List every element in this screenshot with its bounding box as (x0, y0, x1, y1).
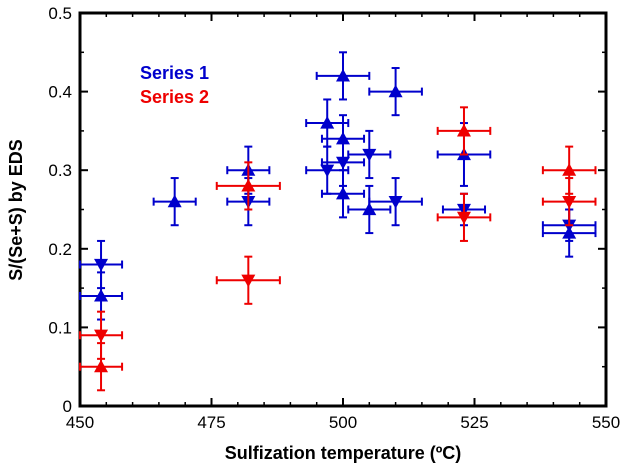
data-layer (79, 51, 597, 392)
legend-series-2: Series 2 (140, 87, 209, 107)
y-tick-label: 0.1 (48, 318, 72, 337)
data-point (79, 342, 124, 392)
triangle-up-marker (320, 116, 335, 129)
triangle-up-marker (456, 123, 471, 137)
data-point (436, 106, 492, 156)
triangle-up-marker (362, 202, 377, 216)
triangle-up-marker (562, 163, 577, 176)
y-tick-label: 0.5 (48, 4, 72, 23)
y-axis-title: S/(Se+S) by EDS (6, 139, 26, 281)
triangle-up-marker (388, 84, 403, 98)
triangle-down-marker (320, 164, 335, 178)
data-point (436, 192, 492, 242)
triangle-up-marker (94, 359, 109, 373)
x-axis-title: Sulfization temperature (ºC) (225, 443, 462, 463)
triangle-up-marker (336, 68, 350, 82)
ticks-layer: 450 475 500 525 550 0 0.1 0.2 0.3 0.4 0.5 (48, 4, 620, 432)
data-point (347, 129, 392, 180)
legend-series-1: Series 1 (140, 63, 209, 83)
data-point (368, 177, 423, 227)
data-point (368, 67, 423, 117)
data-point (152, 177, 197, 227)
x-tick-label: 500 (329, 413, 357, 432)
triangle-down-marker (562, 196, 577, 209)
x-tick-label: 450 (66, 413, 94, 432)
triangle-down-marker (94, 329, 109, 343)
y-tick-label: 0 (63, 397, 72, 416)
data-point (320, 169, 366, 219)
x-tick-label: 550 (592, 413, 620, 432)
triangle-up-marker (94, 288, 109, 302)
triangle-down-marker (241, 274, 256, 288)
data-point (215, 161, 281, 211)
data-point (215, 255, 281, 305)
y-tick-label: 0.4 (48, 83, 72, 102)
triangle-down-marker (456, 211, 471, 225)
triangle-down-marker (336, 156, 350, 170)
data-point (541, 177, 597, 227)
triangle-up-marker (241, 178, 256, 192)
triangle-up-marker (562, 226, 577, 239)
y-tick-label: 0.2 (48, 240, 72, 259)
x-tick-label: 475 (197, 413, 225, 432)
triangle-down-marker (388, 196, 403, 209)
triangle-down-marker (362, 148, 377, 162)
y-tick-label: 0.3 (48, 161, 72, 180)
data-point (347, 184, 392, 235)
data-point (315, 51, 371, 101)
triangle-down-marker (94, 258, 109, 272)
data-point (305, 145, 350, 195)
triangle-up-marker (336, 186, 350, 200)
x-tick-label: 525 (460, 413, 488, 432)
triangle-up-marker (167, 194, 182, 208)
